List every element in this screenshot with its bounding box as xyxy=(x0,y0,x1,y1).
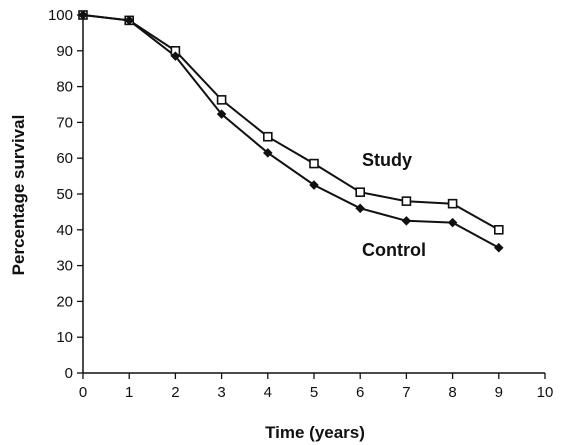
data-point-study xyxy=(447,198,458,209)
data-point-study xyxy=(355,187,366,198)
data-point-study xyxy=(401,196,412,206)
series-line-control xyxy=(82,14,500,249)
y-tick-label: 10 xyxy=(56,329,73,346)
data-point-study xyxy=(262,131,273,142)
y-tick-label: 20 xyxy=(56,293,73,310)
y-axis-title: Percentage survival xyxy=(9,115,28,276)
x-tick-label: 7 xyxy=(402,384,410,401)
x-tick-label: 4 xyxy=(264,384,272,401)
data-point-study xyxy=(216,95,227,105)
y-tick-label: 100 xyxy=(48,7,73,24)
x-tick-label: 6 xyxy=(356,384,364,401)
series-line-study xyxy=(82,14,500,231)
x-tick-label: 2 xyxy=(171,384,179,401)
y-tick-label: 70 xyxy=(56,114,73,131)
x-tick-label: 3 xyxy=(217,384,225,401)
data-point-control xyxy=(170,51,181,61)
data-point-control xyxy=(78,10,88,20)
y-tick-label: 40 xyxy=(56,222,73,239)
axes xyxy=(82,15,545,374)
data-point-study xyxy=(493,225,504,235)
series-label-study: Study xyxy=(362,150,412,170)
series-lines xyxy=(82,14,500,249)
x-tick-label: 1 xyxy=(125,384,133,401)
y-tick-label: 60 xyxy=(56,150,73,167)
y-tick-label: 90 xyxy=(56,43,73,60)
data-point-control xyxy=(309,180,319,190)
data-point-control xyxy=(216,109,227,119)
data-point-control xyxy=(263,148,273,158)
x-tick-label: 5 xyxy=(310,384,318,401)
x-axis-title: Time (years) xyxy=(265,423,365,442)
series-label-control: Control xyxy=(362,240,426,260)
x-tick-label: 0 xyxy=(79,384,87,401)
y-tick-label: 30 xyxy=(56,258,73,275)
x-tick-label: 10 xyxy=(537,384,554,401)
data-point-control xyxy=(124,15,134,26)
data-point-control xyxy=(401,216,412,226)
data-point-control xyxy=(447,217,458,228)
x-tick-label: 8 xyxy=(448,384,456,401)
y-tick-label: 50 xyxy=(56,186,73,203)
x-tick-label: 9 xyxy=(495,384,503,401)
y-tick-label: 0 xyxy=(65,365,73,382)
data-point-control xyxy=(355,203,365,214)
data-point-control xyxy=(494,242,504,253)
data-point-study xyxy=(309,158,319,169)
markers xyxy=(78,10,504,253)
y-tick-label: 80 xyxy=(56,79,73,96)
